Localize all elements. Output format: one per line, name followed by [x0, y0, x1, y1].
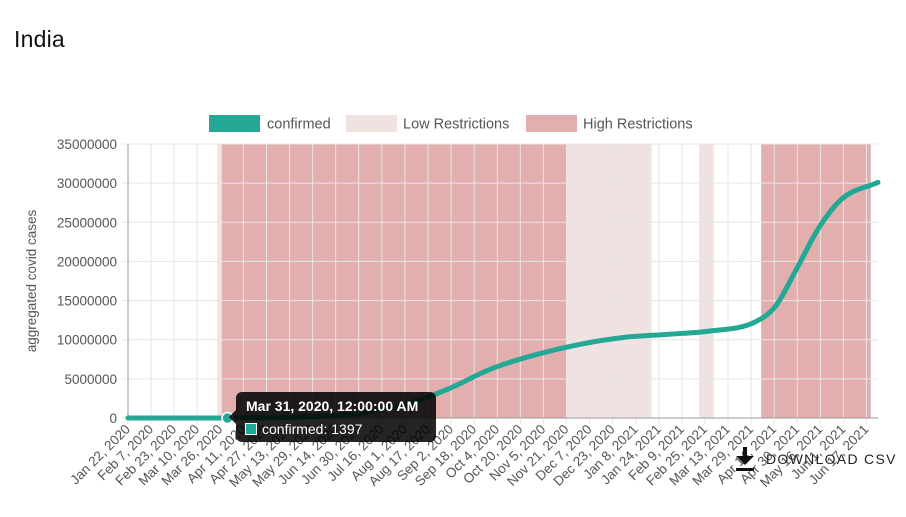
y-tick-label: 5000000: [64, 372, 117, 387]
tooltip-value: 1397: [331, 421, 363, 437]
y-tick-label: 25000000: [57, 215, 117, 230]
y-tick-label: 10000000: [57, 333, 117, 348]
high-restrictions-band: [221, 144, 567, 418]
y-axis-title: aggregated covid cases: [24, 209, 39, 352]
download-icon: [736, 447, 754, 471]
tooltip-swatch: [245, 423, 257, 435]
y-tick-label: 15000000: [57, 294, 117, 309]
y-tick-labels: 35000000 30000000 25000000 20000000 15000000…: [57, 137, 117, 426]
legend-swatch-low-restrictions[interactable]: [346, 115, 397, 132]
y-tick-label: 30000000: [57, 176, 117, 191]
high-restrictions-band: [761, 144, 871, 418]
chart-tooltip: Mar 31, 2020, 12:00:00 AM confirmed: 139…: [236, 392, 436, 442]
download-csv-label: DOWNLOAD CSV: [766, 451, 897, 467]
low-restrictions-band: [217, 144, 222, 418]
download-csv-button[interactable]: DOWNLOAD CSV: [734, 445, 897, 473]
legend-label-high-restrictions[interactable]: High Restrictions: [583, 117, 693, 133]
low-restrictions-band: [699, 144, 714, 418]
y-tick-label: 0: [109, 411, 117, 426]
restriction-bands: [217, 144, 871, 418]
page-title: India: [14, 26, 65, 52]
legend-swatch-high-restrictions[interactable]: [526, 115, 577, 132]
tooltip-series-name: confirmed: [262, 421, 324, 437]
chart-legend[interactable]: confirmed Low Restrictions High Restrictio…: [209, 115, 693, 133]
y-tick-label: 20000000: [57, 254, 117, 269]
y-tick-label: 35000000: [57, 137, 117, 152]
legend-label-low-restrictions[interactable]: Low Restrictions: [403, 117, 509, 133]
low-restrictions-band: [566, 144, 652, 418]
tooltip-title: Mar 31, 2020, 12:00:00 AM: [246, 398, 419, 414]
legend-swatch-confirmed[interactable]: [209, 115, 260, 132]
legend-label-confirmed[interactable]: confirmed: [267, 117, 331, 133]
tooltip-value-line: confirmed: 1397: [262, 421, 363, 437]
tooltip-caret: [229, 410, 236, 424]
